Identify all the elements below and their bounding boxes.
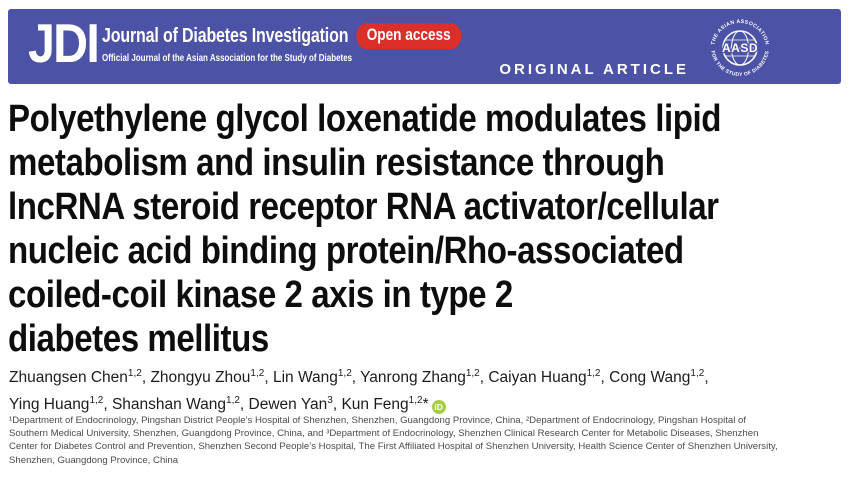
author-line: Ying Huang1,2, Shanshan Wang1,2, Dewen Y… (9, 389, 709, 416)
author-affiliation-superscript: 1,2 (337, 368, 352, 379)
title-line: diabetes mellitus (8, 318, 269, 360)
journal-title: Journal of Diabetes Investigation (102, 24, 349, 47)
aasd-society-logo: THE ASIAN ASSOCIATION FOR THE STUDY OF D… (709, 19, 770, 78)
author-name: Kun Feng (341, 396, 409, 414)
author-name: Yanrong Zhang (360, 369, 466, 387)
title-line: nucleic acid binding protein/Rho-associa… (8, 230, 684, 272)
affiliation-line: Shenzhen, Guangdong Province, China (9, 454, 179, 466)
author-affiliation-superscript: 1,2 (465, 368, 480, 379)
author-affiliation-superscript: 3 (327, 395, 333, 407)
author-affiliation-superscript: 1,2 (89, 395, 104, 407)
society-acronym-text: AASD (722, 41, 758, 55)
orcid-icon[interactable]: iD (431, 400, 446, 415)
affiliations: ¹Department of Endocrinology, Pingshan D… (9, 414, 778, 467)
author-name: Zhuangsen Chen (9, 369, 128, 387)
globe-icon (722, 30, 758, 66)
author-affiliation-superscript: 1,2 (586, 368, 601, 379)
title-line: coiled-coil kinase 2 axis in type 2 (8, 274, 513, 316)
author-affiliation-superscript: 1,2 (127, 368, 142, 379)
journal-subtitle: Official Journal of the Asian Associatio… (102, 53, 353, 64)
open-access-badge[interactable]: Open access (356, 23, 462, 49)
author-name: Ying Huang (9, 396, 90, 414)
author-line: Zhuangsen Chen1,2, Zhongyu Zhou1,2, Lin … (9, 368, 709, 387)
author-list: Zhuangsen Chen1,2, Zhongyu Zhou1,2, Lin … (9, 362, 709, 416)
author-name: Zhongyu Zhou (150, 369, 251, 387)
author-affiliation-superscript: 1,2 (408, 395, 423, 407)
journal-banner: JDI Journal of Diabetes Investigation Op… (8, 9, 841, 84)
title-line: Polyethylene glycol loxenatide modulates… (8, 98, 721, 140)
affiliation-line: ¹Department of Endocrinology, Pingshan D… (9, 415, 747, 426)
author-name: Cong Wang (609, 369, 691, 387)
affiliation-line: Southern Medical University, Shenzhen, G… (9, 428, 759, 440)
title-line: lncRNA steroid receptor RNA activator/ce… (8, 186, 719, 228)
author-name: Shanshan Wang (111, 396, 227, 414)
author-affiliation-superscript: 1,2 (690, 368, 705, 379)
title-line: metabolism and insulin resistance throug… (8, 142, 665, 184)
author-name: Caiyan Huang (488, 369, 587, 387)
author-name: Lin Wang (272, 369, 338, 387)
affiliation-line: Center for Diabetes Control and Preventi… (9, 441, 778, 453)
article-title: Polyethylene glycol loxenatide modulates… (8, 97, 721, 361)
author-affiliation-superscript: 1,2 (250, 368, 265, 379)
journal-block: Journal of Diabetes Investigation Open a… (102, 23, 462, 64)
author-name: Dewen Yan (248, 396, 328, 414)
jdi-logo: JDI (28, 12, 100, 74)
article-type-label: ORIGINAL ARTICLE (499, 61, 689, 78)
author-affiliation-superscript: 1,2 (226, 395, 240, 407)
